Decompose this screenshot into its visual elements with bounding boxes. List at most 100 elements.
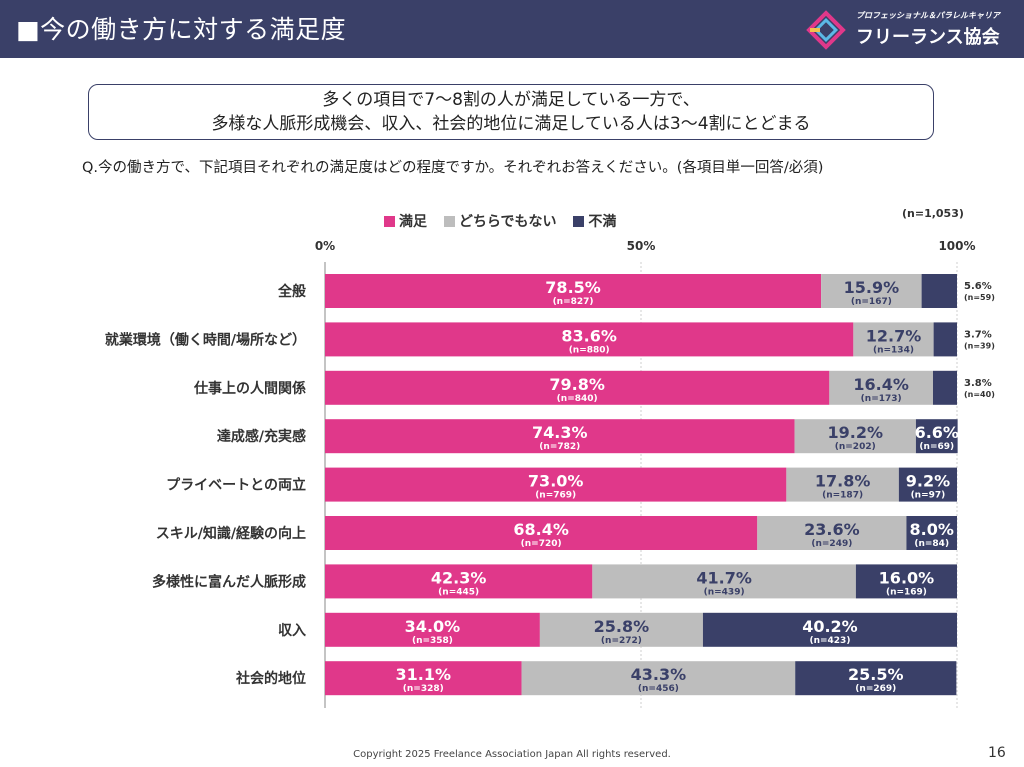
bar-satisfied [325, 370, 830, 405]
copyright-footer: Copyright 2025 Freelance Association Jap… [353, 749, 671, 760]
data-label-satisfied: 34.0% [405, 617, 461, 636]
bar-neutral [829, 370, 933, 405]
legend-item-neutral: どちらでもない [443, 211, 557, 231]
chart-legend: 満足 どちらでもない 不満 [384, 211, 628, 231]
count-label-neutral: (n=187) [822, 491, 863, 501]
data-label-neutral: 17.8% [815, 472, 871, 491]
data-label-satisfied: 79.8% [549, 375, 605, 394]
data-label-satisfied: 73.0% [528, 472, 584, 491]
data-label-satisfied: 42.3% [431, 568, 487, 587]
bar-satisfied [325, 612, 540, 647]
bar-satisfied [325, 467, 787, 502]
category-label: スキル/知識/経験の向上 [156, 525, 306, 542]
category-label: 社会的地位 [235, 670, 306, 687]
data-label-neutral: 41.7% [696, 568, 752, 587]
data-label-satisfied: 68.4% [513, 520, 569, 539]
count-label-satisfied: (n=720) [521, 539, 562, 549]
bar-neutral [592, 564, 856, 599]
data-label-neutral: 43.3% [631, 665, 687, 684]
logo-mark-icon [806, 10, 846, 50]
category-label: 収入 [278, 622, 306, 639]
count-label-dissatisfied: (n=97) [911, 491, 946, 501]
data-label-dissatisfied: 6.6% [915, 423, 959, 442]
x-tick-label: 100% [938, 239, 975, 253]
count-label-dissatisfied: (n=84) [914, 539, 949, 549]
header-bar: ■今の働き方に対する満足度 プロフェッショナル＆パラレルキャリア フリーランス協… [0, 0, 1024, 58]
legend-label-satisfied: 満足 [399, 214, 427, 230]
count-label-neutral: (n=249) [811, 539, 852, 549]
data-label-neutral: 12.7% [866, 326, 922, 345]
data-label-dissatisfied: 5.6% [964, 281, 992, 292]
legend-label-neutral: どちらでもない [458, 214, 557, 230]
count-label-dissatisfied: (n=39) [964, 341, 995, 350]
x-tick-label: 50% [627, 239, 656, 253]
bar-dissatisfied [795, 661, 957, 696]
count-label-satisfied: (n=445) [438, 587, 479, 597]
count-label-neutral: (n=439) [704, 587, 745, 597]
legend-item-satisfied: 満足 [384, 211, 427, 231]
data-label-satisfied: 74.3% [532, 423, 588, 442]
data-label-dissatisfied: 3.7% [964, 329, 992, 340]
summary-line-1: 多くの項目で7～8割の人が満足している一方で、 [322, 90, 700, 110]
count-label-satisfied: (n=880) [569, 345, 610, 355]
bar-satisfied [325, 564, 593, 599]
count-label-dissatisfied: (n=59) [964, 293, 995, 302]
data-label-dissatisfied: 9.2% [906, 472, 950, 491]
count-label-dissatisfied: (n=423) [809, 636, 850, 646]
bar-satisfied [325, 661, 522, 696]
category-label: 全般 [277, 283, 306, 300]
bar-dissatisfied [915, 419, 958, 454]
page-title: ■今の働き方に対する満足度 [16, 15, 347, 44]
bar-neutral [821, 274, 922, 308]
count-label-neutral: (n=173) [861, 394, 902, 404]
bar-dissatisfied [898, 467, 957, 502]
data-label-neutral: 25.8% [594, 617, 650, 636]
count-label-dissatisfied: (n=269) [855, 684, 896, 694]
count-label-satisfied: (n=782) [539, 442, 580, 452]
data-label-dissatisfied: 16.0% [879, 568, 935, 587]
data-label-neutral: 19.2% [827, 423, 883, 442]
count-label-neutral: (n=202) [835, 442, 876, 452]
data-label-dissatisfied: 25.5% [848, 665, 904, 684]
category-label: 達成感/充実感 [217, 428, 306, 445]
bar-dissatisfied [933, 322, 957, 357]
bar-neutral [853, 322, 934, 357]
bar-satisfied [325, 274, 822, 308]
bar-neutral [757, 516, 907, 550]
association-logo: プロフェッショナル＆パラレルキャリア フリーランス協会 [806, 8, 1016, 52]
category-label: 仕事上の人間関係 [193, 380, 306, 397]
count-label-satisfied: (n=358) [412, 636, 453, 646]
x-tick-label: 0% [315, 239, 335, 253]
legend-item-dissatisfied: 不満 [573, 211, 616, 231]
count-label-satisfied: (n=769) [535, 491, 576, 501]
bar-dissatisfied [906, 516, 957, 550]
bar-neutral [794, 419, 916, 454]
count-label-neutral: (n=134) [873, 345, 914, 355]
data-label-satisfied: 31.1% [396, 665, 452, 684]
logo-name: フリーランス協会 [856, 27, 1000, 48]
sample-size: (n=1,053) [902, 207, 964, 220]
bar-satisfied [325, 419, 795, 454]
data-label-satisfied: 78.5% [545, 278, 601, 297]
data-label-dissatisfied: 3.8% [964, 378, 992, 389]
logo-tagline: プロフェッショナル＆パラレルキャリア [856, 11, 1000, 20]
count-label-dissatisfied: (n=169) [886, 587, 927, 597]
category-label: プライベートとの両立 [166, 477, 306, 494]
count-label-neutral: (n=272) [601, 636, 642, 646]
bar-neutral [786, 467, 899, 502]
count-label-dissatisfied: (n=40) [964, 390, 995, 399]
bar-dissatisfied [702, 612, 957, 647]
bar-dissatisfied [932, 370, 957, 405]
data-label-neutral: 15.9% [844, 278, 900, 297]
legend-swatch-dissatisfied [573, 216, 585, 227]
data-label-neutral: 23.6% [804, 520, 860, 539]
count-label-neutral: (n=456) [638, 684, 679, 694]
summary-box: 多くの項目で7～8割の人が満足している一方で、 多様な人脈形成機会、収入、社会的… [88, 84, 934, 140]
category-label: 就業環境（働く時間/場所など） [105, 331, 306, 348]
bar-neutral [521, 661, 796, 696]
bar-satisfied [325, 322, 854, 357]
legend-swatch-satisfied [384, 216, 395, 227]
legend-swatch-neutral [443, 216, 455, 227]
data-label-satisfied: 83.6% [561, 326, 617, 345]
